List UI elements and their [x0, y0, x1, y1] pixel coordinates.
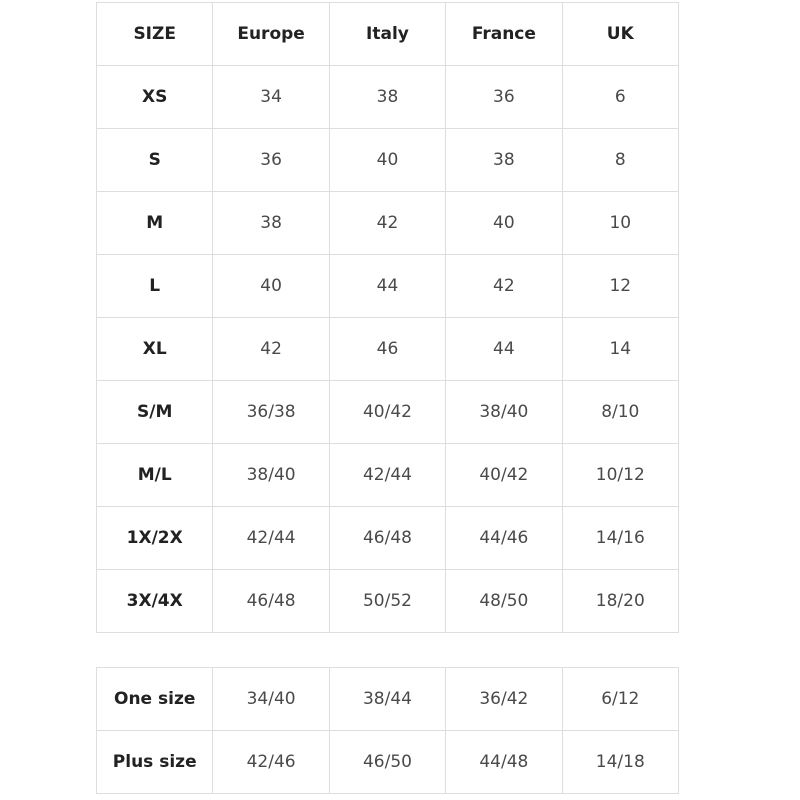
table-row: S 36 40 38 8	[95, 128, 680, 192]
size-value-cell: 38/40	[212, 443, 330, 507]
size-value-cell: 38/44	[328, 667, 447, 731]
size-label-cell: One size	[95, 667, 214, 731]
size-value-cell: 42/46	[212, 730, 330, 794]
size-value-cell: 38	[328, 65, 447, 129]
size-value-cell: 40	[212, 254, 330, 318]
size-value-cell: 8	[561, 128, 680, 192]
size-value-cell: 42	[445, 254, 563, 318]
size-value-cell: 14	[561, 317, 680, 381]
size-label-cell: M	[95, 191, 214, 255]
size-value-cell: 44	[445, 317, 563, 381]
size-label-cell: XL	[95, 317, 214, 381]
size-value-cell: 10/12	[561, 443, 680, 507]
size-value-cell: 10	[561, 191, 680, 255]
size-value-cell: 36/42	[445, 667, 563, 731]
table-row: XL 42 46 44 14	[95, 317, 680, 381]
table-row: One size 34/40 38/44 36/42 6/12	[95, 667, 680, 731]
size-label-cell: SIZE	[95, 2, 214, 66]
table-row: S/M 36/38 40/42 38/40 8/10	[95, 380, 680, 444]
size-value-cell: 38/40	[445, 380, 563, 444]
size-value-cell: 46/48	[328, 506, 447, 570]
size-value-cell: 46	[328, 317, 447, 381]
size-label-cell: XS	[95, 65, 214, 129]
size-conversion-table: SIZE Europe Italy France UK XS 34 38 36 6 S 36 40 38 8…	[95, 2, 680, 633]
size-value-cell: 6/12	[561, 667, 680, 731]
size-value-cell: 42	[212, 317, 330, 381]
table-row: 1X/2X 42/44 46/48 44/46 14/16	[95, 506, 680, 570]
size-value-cell: 12	[561, 254, 680, 318]
size-value-cell: 40	[445, 191, 563, 255]
size-value-cell: 14/18	[561, 730, 680, 794]
size-value-cell: UK	[561, 2, 680, 66]
size-value-cell: 48/50	[445, 569, 563, 633]
size-value-cell: 36	[212, 128, 330, 192]
size-value-cell: 42/44	[212, 506, 330, 570]
size-value-cell: 44/48	[445, 730, 563, 794]
size-value-cell: 34	[212, 65, 330, 129]
size-value-cell: 46/50	[328, 730, 447, 794]
size-label-cell: 1X/2X	[95, 506, 214, 570]
size-value-cell: 34/40	[212, 667, 330, 731]
size-value-cell: 8/10	[561, 380, 680, 444]
table-row: M/L 38/40 42/44 40/42 10/12	[95, 443, 680, 507]
size-value-cell: 44	[328, 254, 447, 318]
size-value-cell: 42	[328, 191, 447, 255]
size-value-cell: Europe	[212, 2, 330, 66]
size-value-cell: 38	[445, 128, 563, 192]
table-row: 3X/4X 46/48 50/52 48/50 18/20	[95, 569, 680, 633]
size-value-cell: 50/52	[328, 569, 447, 633]
size-label-cell: L	[95, 254, 214, 318]
size-value-cell: 44/46	[445, 506, 563, 570]
size-value-cell: 40	[328, 128, 447, 192]
size-label-cell: S/M	[95, 380, 214, 444]
table-row: Plus size 42/46 46/50 44/48 14/18	[95, 730, 680, 794]
size-value-cell: 18/20	[561, 569, 680, 633]
table-header-row: SIZE Europe Italy France UK	[95, 2, 680, 66]
size-value-cell: 36/38	[212, 380, 330, 444]
table-row: L 40 44 42 12	[95, 254, 680, 318]
size-value-cell: 38	[212, 191, 330, 255]
size-label-cell: Plus size	[95, 730, 214, 794]
size-value-cell: 40/42	[328, 380, 447, 444]
size-value-cell: 40/42	[445, 443, 563, 507]
size-value-cell: 42/44	[328, 443, 447, 507]
size-value-cell: 46/48	[212, 569, 330, 633]
size-label-cell: 3X/4X	[95, 569, 214, 633]
size-label-cell: M/L	[95, 443, 214, 507]
table-row: XS 34 38 36 6	[95, 65, 680, 129]
size-value-cell: 6	[561, 65, 680, 129]
table-row: M 38 42 40 10	[95, 191, 680, 255]
size-value-cell: 36	[445, 65, 563, 129]
size-label-cell: S	[95, 128, 214, 192]
size-value-cell: Italy	[328, 2, 447, 66]
special-sizes-table: One size 34/40 38/44 36/42 6/12 Plus size 42/4…	[95, 667, 680, 794]
size-value-cell: France	[445, 2, 563, 66]
size-value-cell: 14/16	[561, 506, 680, 570]
